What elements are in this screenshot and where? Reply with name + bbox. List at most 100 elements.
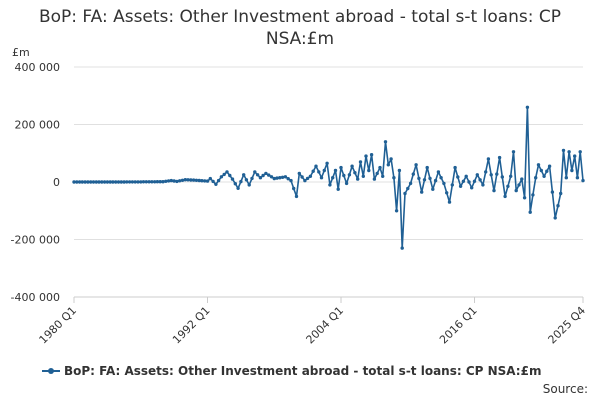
data-point[interactable] — [127, 180, 132, 184]
data-point[interactable] — [339, 165, 343, 170]
data-point[interactable] — [431, 187, 435, 191]
data-point[interactable] — [83, 180, 87, 184]
data-point[interactable] — [305, 176, 310, 181]
data-point[interactable] — [514, 188, 518, 193]
data-point[interactable] — [417, 176, 421, 181]
data-point[interactable] — [492, 188, 496, 193]
data-point[interactable] — [114, 180, 118, 184]
data-point[interactable] — [86, 180, 90, 184]
data-point[interactable] — [236, 186, 240, 190]
data-point[interactable] — [280, 175, 285, 179]
data-point[interactable] — [164, 179, 168, 183]
data-point[interactable] — [105, 180, 110, 184]
data-point[interactable] — [353, 171, 357, 175]
data-point[interactable] — [578, 150, 582, 154]
data-point[interactable] — [536, 163, 541, 167]
data-point[interactable] — [225, 170, 229, 174]
data-point[interactable] — [172, 179, 176, 183]
data-point[interactable] — [436, 170, 441, 174]
data-point[interactable] — [375, 171, 379, 176]
data-point[interactable] — [428, 176, 432, 181]
data-point[interactable] — [567, 150, 571, 154]
data-point[interactable] — [258, 176, 263, 180]
data-point[interactable] — [336, 187, 340, 191]
data-point[interactable] — [283, 175, 288, 179]
data-point[interactable] — [484, 170, 488, 174]
data-point[interactable] — [91, 180, 96, 184]
data-point[interactable] — [445, 191, 449, 195]
data-point[interactable] — [180, 178, 185, 182]
data-point[interactable] — [111, 180, 115, 184]
data-point[interactable] — [219, 175, 224, 179]
data-point[interactable] — [233, 182, 237, 186]
data-point[interactable] — [286, 177, 290, 181]
data-point[interactable] — [570, 168, 574, 173]
data-point[interactable] — [191, 178, 196, 182]
data-point[interactable] — [408, 181, 413, 186]
data-point[interactable] — [561, 148, 566, 153]
data-point[interactable] — [545, 169, 549, 173]
data-point[interactable] — [155, 180, 160, 184]
data-point[interactable] — [372, 177, 377, 181]
data-point[interactable] — [383, 140, 388, 144]
data-point[interactable] — [97, 180, 101, 184]
data-point[interactable] — [511, 150, 516, 154]
legend[interactable]: BoP: FA: Assets: Other Investment abroad… — [42, 364, 541, 378]
data-point[interactable] — [255, 173, 260, 177]
data-point[interactable] — [400, 246, 404, 250]
data-point[interactable] — [314, 164, 318, 168]
data-point[interactable] — [242, 173, 246, 177]
data-point[interactable] — [161, 180, 165, 184]
data-point[interactable] — [147, 180, 151, 184]
data-point[interactable] — [414, 163, 418, 167]
data-point[interactable] — [325, 161, 329, 165]
data-point[interactable] — [447, 200, 452, 204]
data-point[interactable] — [183, 178, 187, 182]
data-point[interactable] — [500, 175, 504, 179]
data-point[interactable] — [489, 173, 493, 177]
data-point[interactable] — [472, 179, 477, 183]
data-point[interactable] — [403, 191, 407, 196]
data-point[interactable] — [278, 176, 282, 180]
data-point[interactable] — [564, 176, 568, 180]
data-point[interactable] — [141, 180, 146, 184]
data-point[interactable] — [456, 175, 460, 179]
data-point[interactable] — [116, 180, 121, 184]
data-point[interactable] — [542, 174, 546, 178]
data-point[interactable] — [547, 164, 552, 168]
data-point[interactable] — [347, 173, 352, 177]
data-point[interactable] — [261, 173, 265, 178]
data-point[interactable] — [94, 180, 99, 184]
data-point[interactable] — [292, 186, 296, 191]
data-point[interactable] — [216, 178, 221, 183]
data-point[interactable] — [308, 174, 313, 178]
data-point[interactable] — [119, 180, 124, 184]
data-point[interactable] — [203, 179, 207, 183]
data-point[interactable] — [342, 173, 346, 178]
data-point[interactable] — [550, 190, 555, 194]
data-point[interactable] — [358, 160, 363, 164]
data-point[interactable] — [461, 179, 466, 183]
data-point[interactable] — [361, 174, 365, 178]
data-point[interactable] — [100, 180, 104, 184]
data-point[interactable] — [481, 183, 485, 187]
data-point[interactable] — [208, 176, 212, 181]
data-point[interactable] — [189, 178, 193, 182]
data-point[interactable] — [130, 180, 135, 184]
data-point[interactable] — [139, 180, 143, 184]
data-point[interactable] — [381, 174, 385, 178]
data-point[interactable] — [230, 177, 235, 181]
data-point[interactable] — [486, 157, 491, 161]
data-point[interactable] — [525, 105, 530, 110]
data-point[interactable] — [394, 209, 399, 213]
data-point[interactable] — [506, 184, 510, 188]
data-point[interactable] — [214, 182, 218, 186]
data-point[interactable] — [205, 179, 210, 183]
data-point[interactable] — [475, 173, 479, 177]
data-point[interactable] — [531, 193, 535, 197]
data-point[interactable] — [464, 174, 468, 178]
data-point[interactable] — [297, 171, 301, 176]
data-point[interactable] — [228, 173, 232, 178]
data-point[interactable] — [289, 178, 293, 183]
data-point[interactable] — [178, 179, 182, 183]
